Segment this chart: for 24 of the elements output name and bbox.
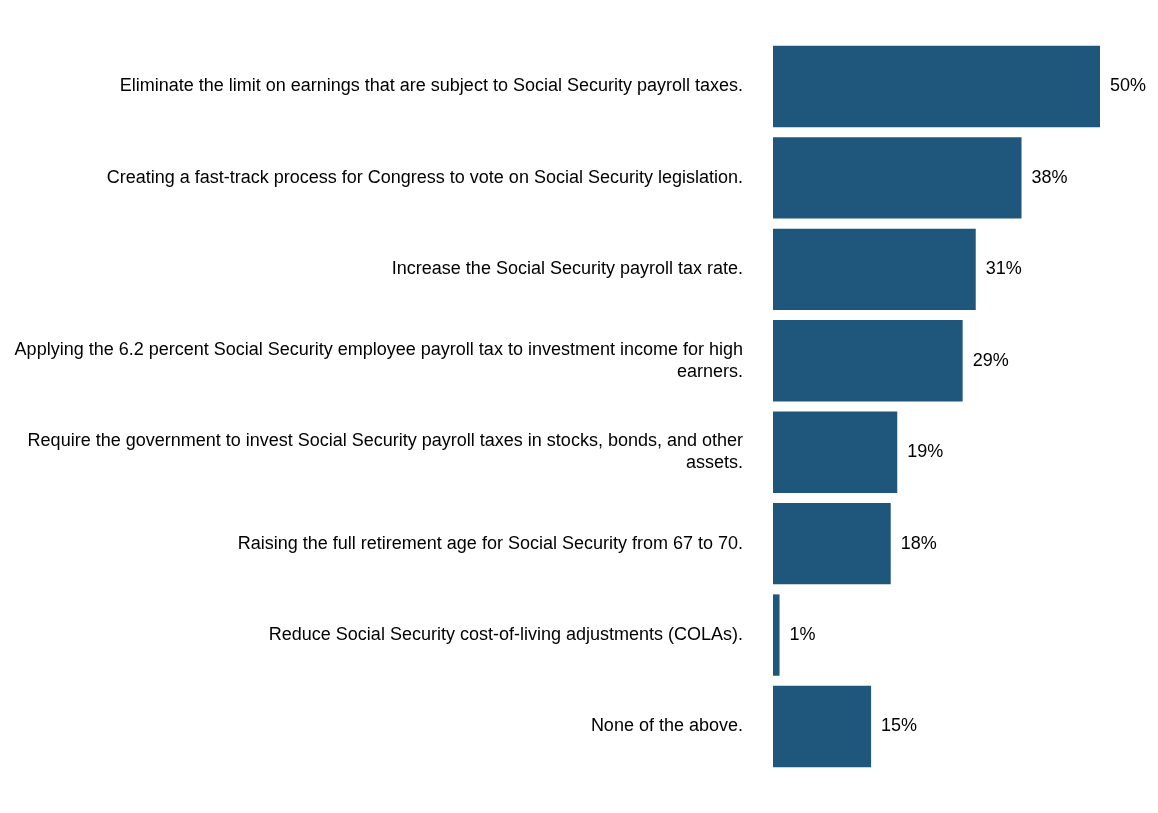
y-tick-label: Increase the Social Security payroll tax rate. <box>391 258 743 279</box>
y-tick-label: Creating a fast-track process for Congress to vote on Social Security legislation. <box>106 166 743 187</box>
y-tick-label: None of the above. <box>590 715 743 736</box>
data-label: 15% <box>881 715 918 736</box>
y-tick-label: Eliminate the limit on earnings that are subject to Social Security payroll taxes. <box>119 75 743 96</box>
bar <box>773 685 872 768</box>
y-tick-label: Applying the 6.2 percent Social Security employee payroll tax to investment income for high earners. <box>14 338 743 381</box>
data-label: 31% <box>985 258 1022 279</box>
bar <box>773 137 1022 219</box>
bar <box>773 45 1100 128</box>
y-tick-label: Raising the full retirement age for Social Security from 67 to 70. <box>237 532 743 553</box>
y-tick-label: Require the government to invest Social Security payroll taxes in stocks, bonds, and other assets. <box>27 430 743 472</box>
data-label: 38% <box>1031 166 1068 187</box>
bar <box>773 411 898 493</box>
data-label: 19% <box>907 441 944 462</box>
y-tick-label: Reduce Social Security cost-of-living adjustments (COLAs). <box>268 624 743 645</box>
bar <box>773 320 963 402</box>
data-label: 18% <box>900 532 937 553</box>
bar <box>773 502 891 585</box>
data-label: 1% <box>789 624 816 645</box>
bar <box>773 228 976 311</box>
data-label: 29% <box>972 349 1009 370</box>
bar <box>773 594 780 676</box>
data-label: 50% <box>1110 75 1147 96</box>
